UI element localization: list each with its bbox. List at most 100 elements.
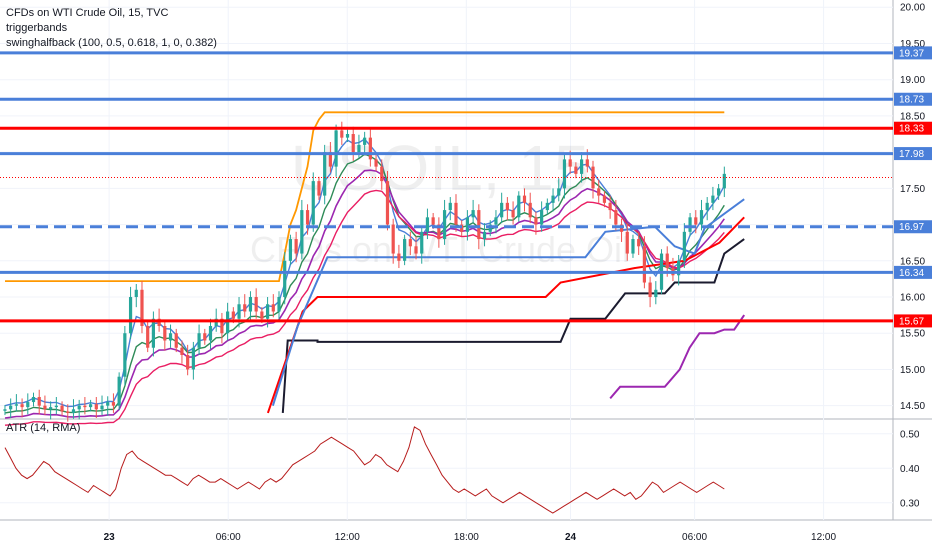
candle[interactable] — [608, 195, 612, 219]
candle[interactable] — [248, 291, 253, 322]
candle[interactable] — [203, 328, 207, 345]
candle[interactable] — [117, 372, 121, 411]
candle[interactable] — [722, 166, 726, 198]
candle[interactable] — [505, 197, 509, 221]
candle[interactable] — [682, 223, 686, 269]
candle[interactable] — [134, 283, 138, 308]
candle[interactable] — [60, 401, 64, 416]
candle[interactable] — [140, 281, 144, 334]
candle[interactable] — [517, 191, 521, 222]
candle[interactable] — [197, 324, 201, 355]
candle[interactable] — [562, 153, 567, 199]
candle[interactable] — [9, 398, 13, 418]
candle[interactable] — [688, 212, 692, 237]
candle[interactable] — [591, 160, 595, 199]
candle[interactable] — [637, 231, 641, 256]
candle[interactable] — [123, 325, 127, 386]
candle[interactable] — [83, 396, 87, 415]
candle[interactable] — [328, 141, 332, 173]
candle[interactable] — [20, 398, 24, 418]
candle[interactable] — [311, 172, 315, 232]
candle[interactable] — [351, 126, 355, 161]
candle[interactable] — [602, 191, 607, 208]
candle[interactable] — [317, 176, 321, 200]
candle[interactable] — [271, 294, 275, 318]
candle[interactable] — [465, 210, 470, 241]
candle[interactable] — [288, 234, 293, 266]
legend-title[interactable]: CFDs on WTI Crude Oil, 15, TVC — [6, 7, 169, 19]
candle[interactable] — [654, 281, 658, 305]
level-lines[interactable] — [0, 51, 893, 323]
candle[interactable] — [482, 223, 487, 247]
candle[interactable] — [243, 294, 247, 318]
candle[interactable] — [625, 223, 629, 261]
candle[interactable] — [368, 128, 372, 167]
candle[interactable] — [180, 340, 184, 364]
candle[interactable] — [163, 320, 167, 351]
candle[interactable] — [442, 199, 447, 245]
candle[interactable] — [363, 131, 367, 156]
candle[interactable] — [3, 404, 7, 416]
candle[interactable] — [534, 211, 538, 235]
candle[interactable] — [408, 231, 412, 256]
candle[interactable] — [699, 199, 704, 231]
candle[interactable] — [705, 197, 709, 221]
candle[interactable] — [471, 199, 475, 224]
candle[interactable] — [385, 170, 390, 231]
time-axis[interactable]: 23 06:00 12:00 18:00 24 06:00 12:00 — [104, 532, 837, 543]
candle[interactable] — [528, 192, 532, 224]
candle[interactable] — [414, 236, 418, 260]
candle[interactable] — [345, 129, 350, 142]
candle[interactable] — [100, 395, 104, 416]
candle[interactable] — [43, 395, 47, 416]
candle[interactable] — [557, 178, 561, 202]
candle[interactable] — [545, 198, 549, 215]
candle[interactable] — [631, 234, 635, 258]
candle[interactable] — [437, 217, 441, 248]
candle[interactable] — [648, 276, 652, 308]
candle[interactable] — [254, 288, 258, 319]
candle[interactable] — [397, 244, 401, 269]
candle[interactable] — [694, 210, 698, 234]
candle[interactable] — [500, 192, 504, 224]
candle[interactable] — [277, 291, 281, 322]
atr-legend[interactable]: ATR (14, RMA) — [6, 422, 81, 434]
candle[interactable] — [403, 234, 407, 266]
candle[interactable] — [168, 324, 173, 348]
candle[interactable] — [717, 184, 721, 200]
candle[interactable] — [574, 162, 578, 179]
candle[interactable] — [94, 396, 98, 418]
candle[interactable] — [711, 186, 715, 211]
candle[interactable] — [220, 312, 224, 344]
candle[interactable] — [448, 197, 452, 221]
candle[interactable] — [77, 399, 81, 420]
candle[interactable] — [579, 152, 584, 183]
candle[interactable] — [642, 236, 646, 289]
candle[interactable] — [111, 393, 116, 413]
candle[interactable] — [511, 201, 515, 225]
candle[interactable] — [66, 404, 70, 422]
candle[interactable] — [597, 179, 601, 203]
candle[interactable] — [237, 297, 241, 328]
candle[interactable] — [334, 124, 338, 177]
candle[interactable] — [191, 341, 195, 380]
candle[interactable] — [71, 399, 76, 419]
candle[interactable] — [551, 188, 555, 212]
candle[interactable] — [677, 255, 681, 286]
candle[interactable] — [494, 210, 498, 234]
candle[interactable] — [37, 389, 41, 415]
candle[interactable] — [186, 344, 190, 376]
candle[interactable] — [14, 394, 18, 412]
candle[interactable] — [31, 392, 36, 407]
candle[interactable] — [54, 396, 58, 415]
candle[interactable] — [208, 318, 213, 350]
candle[interactable] — [106, 396, 110, 416]
candle[interactable] — [146, 321, 150, 353]
candle[interactable] — [374, 155, 378, 171]
candle[interactable] — [305, 204, 310, 235]
candle[interactable] — [128, 286, 133, 340]
candle[interactable] — [522, 188, 527, 212]
legend-indicator-triggerbands[interactable]: triggerbands — [6, 22, 68, 34]
candle[interactable] — [420, 226, 424, 264]
